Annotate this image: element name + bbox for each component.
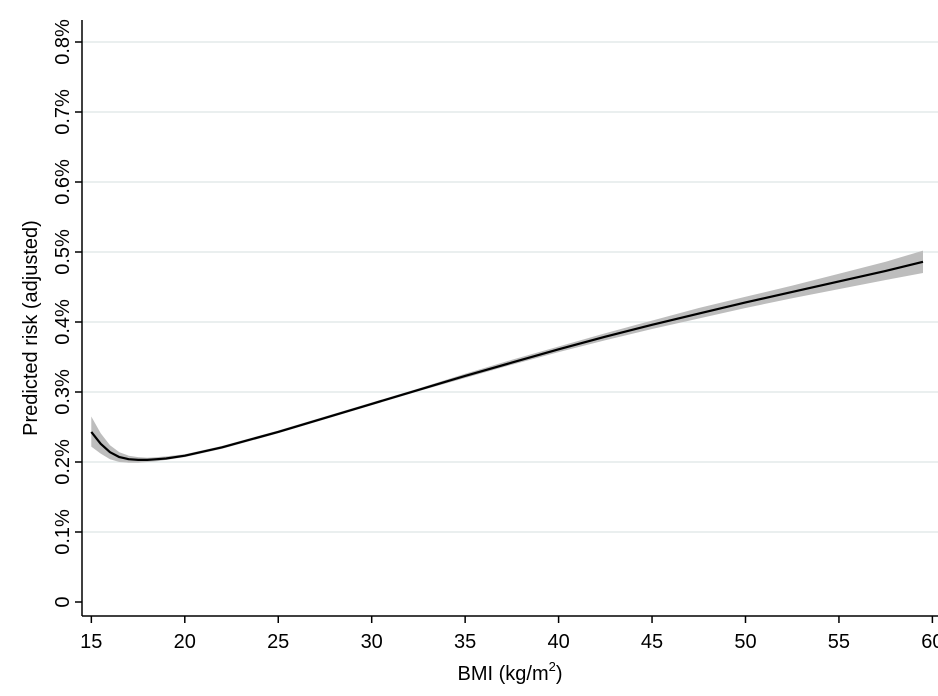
x-tick-labels: 15 20 25 30 35 40 45 50 55 60 xyxy=(80,631,938,653)
gridlines xyxy=(82,41,938,533)
x-axis-title: BMI (kg/m2) xyxy=(457,659,562,685)
axes xyxy=(75,20,938,623)
y-tick-label: 0.6% xyxy=(52,159,74,205)
x-tick-label: 55 xyxy=(828,631,850,653)
x-axis-title-main: BMI (kg/m xyxy=(457,663,548,685)
y-tick-label: 0.7% xyxy=(52,89,74,135)
y-tick-label: 0.1% xyxy=(52,509,74,555)
x-tick-label: 15 xyxy=(80,631,102,653)
x-tick-label: 60 xyxy=(921,631,938,653)
x-tick-label: 30 xyxy=(361,631,383,653)
y-tick-label: 0.5% xyxy=(52,229,74,275)
x-tick-label: 25 xyxy=(267,631,289,653)
x-tick-label: 45 xyxy=(641,631,663,653)
series-line xyxy=(90,260,924,461)
y-tick-label: 0.4% xyxy=(52,299,74,345)
x-axis-title-superscript: 2 xyxy=(549,659,556,674)
y-tick-label: 0.8% xyxy=(52,19,74,65)
x-tick-label: 35 xyxy=(454,631,476,653)
confidence-band-group xyxy=(91,250,924,463)
y-tick-label: 0.2% xyxy=(52,439,74,485)
y-axis-title: Predicted risk (adjusted) xyxy=(20,220,42,436)
x-axis-title-suffix: ) xyxy=(556,663,563,685)
confidence-band xyxy=(91,250,924,463)
x-tick-label: 50 xyxy=(734,631,756,653)
y-tick-label: 0.3% xyxy=(52,369,74,415)
x-tick-label: 40 xyxy=(547,631,569,653)
x-tick-label: 20 xyxy=(174,631,196,653)
y-tick-labels: 0 0.1% 0.2% 0.3% 0.4% 0.5% 0.6% 0.7% 0.8% xyxy=(52,19,74,608)
y-tick-label: 0 xyxy=(52,596,74,607)
series-line-group xyxy=(90,260,924,461)
